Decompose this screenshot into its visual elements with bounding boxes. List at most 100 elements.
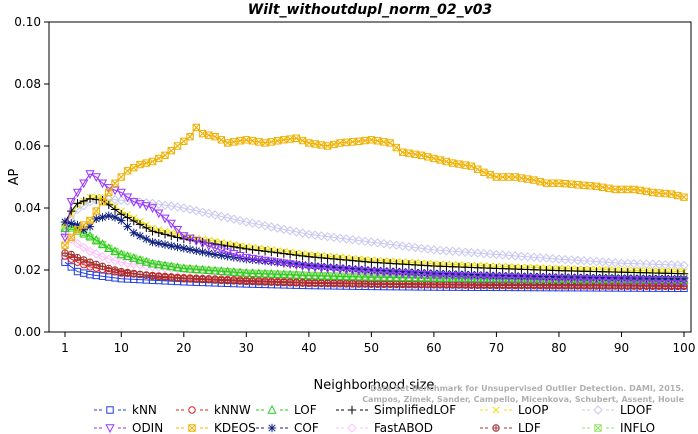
data-point-ldof (397, 241, 408, 251)
data-point-ldof (110, 195, 120, 205)
data-point-odin (279, 259, 289, 269)
legend-marker-ldof (593, 405, 603, 415)
data-point-cof (379, 266, 389, 275)
data-point-lof (454, 273, 464, 283)
data-point-ldof (216, 211, 227, 222)
data-point-lof (335, 271, 345, 281)
data-point-cof (573, 272, 582, 282)
legend-item-ldof: LDOF (582, 403, 652, 417)
data-point-kdeos (442, 157, 451, 166)
data-point-ldof (491, 249, 502, 260)
data-point-lof (247, 268, 258, 278)
data-point-cof (592, 273, 601, 282)
data-point-odin (122, 193, 133, 203)
data-point-ldof (341, 234, 352, 244)
data-point-ldof (585, 256, 595, 266)
data-point-lof (104, 243, 114, 252)
data-point-cof (129, 228, 138, 237)
data-point-simplifiedlof (260, 247, 270, 256)
data-point-odin (172, 226, 183, 235)
data-point-kdeos (167, 146, 175, 155)
data-point-odin (504, 273, 514, 283)
data-point-cof (604, 273, 614, 282)
data-point-ldf (180, 275, 188, 283)
data-point-cof (485, 270, 495, 280)
data-point-fastabod (79, 242, 89, 253)
data-point-lof (279, 269, 289, 279)
data-point-cof (335, 263, 345, 272)
data-point-lof (466, 273, 477, 283)
data-point-simplifiedlof (310, 253, 320, 262)
data-point-kdeos (73, 226, 82, 234)
data-point-odin (604, 275, 614, 285)
data-point-kdeos (105, 188, 113, 197)
data-point-cof (135, 231, 145, 241)
data-point-ldf (61, 249, 69, 257)
series-ldof (60, 193, 689, 271)
data-point-simplifiedlof (317, 253, 326, 262)
data-point-cof (435, 269, 445, 278)
legend-item-ldf: LDF (480, 421, 541, 434)
data-point-odin (648, 276, 658, 286)
data-point-lof (416, 272, 427, 282)
data-point-ldof (322, 231, 333, 242)
data-point-lof (429, 272, 439, 282)
data-point-odin (341, 265, 351, 275)
data-point-simplifiedlof (273, 248, 282, 257)
data-point-cof (548, 272, 557, 281)
data-point-ldof (185, 204, 195, 215)
data-point-ldof (460, 247, 470, 257)
data-point-kdeos (348, 138, 357, 146)
data-point-cof (242, 254, 251, 264)
data-point-ldof (354, 235, 364, 246)
data-point-fastabod (97, 251, 108, 262)
data-point-ldof (604, 257, 614, 268)
data-point-ldof (522, 252, 533, 262)
data-point-ldof (472, 248, 483, 258)
data-point-simplifiedlof (167, 231, 176, 241)
data-point-cof (654, 274, 664, 283)
data-point-cof (204, 249, 214, 258)
data-point-simplifiedlof (148, 227, 157, 236)
data-point-odin (304, 263, 314, 272)
legend-marker-kdeos (188, 424, 196, 432)
chart-title: Wilt_withoutdupl_norm_02_v03 (248, 2, 492, 18)
data-point-odin (347, 266, 358, 276)
data-point-ldof (554, 254, 564, 264)
data-point-ldf (248, 278, 257, 286)
data-point-lof (122, 251, 133, 261)
data-point-odin (197, 239, 208, 249)
data-point-kdeos (192, 123, 201, 132)
data-point-cof (423, 268, 432, 277)
data-point-kdeos (480, 168, 488, 177)
data-point-lof (85, 230, 95, 240)
data-point-lof (97, 239, 108, 248)
data-point-simplifiedlof (329, 254, 339, 264)
data-point-cof (217, 251, 226, 260)
legend-label: LOF (294, 403, 317, 417)
data-point-ldf (223, 277, 232, 285)
data-point-kdeos (130, 164, 138, 172)
data-point-cof (642, 273, 651, 283)
data-point-cof (385, 266, 395, 276)
data-point-kdeos (111, 179, 119, 187)
data-point-lof (291, 270, 301, 279)
data-point-ldf (523, 282, 532, 290)
data-point-ldf (105, 264, 113, 273)
data-point-odin (260, 256, 270, 266)
data-point-odin (166, 219, 176, 229)
data-point-ldof (366, 237, 377, 247)
data-point-ldof (379, 238, 389, 249)
data-point-lof (260, 268, 270, 278)
data-point-ldof (435, 245, 445, 256)
data-point-ldf (536, 282, 544, 290)
data-point-cof (60, 217, 70, 227)
data-point-lof (272, 269, 283, 279)
data-point-lof (316, 270, 326, 280)
data-point-ldf (80, 256, 88, 264)
legend-label: ODIN (132, 421, 163, 434)
data-point-ldf (511, 281, 519, 290)
data-point-ldof (497, 250, 508, 260)
data-point-cof (160, 240, 170, 249)
data-point-odin (541, 274, 552, 284)
